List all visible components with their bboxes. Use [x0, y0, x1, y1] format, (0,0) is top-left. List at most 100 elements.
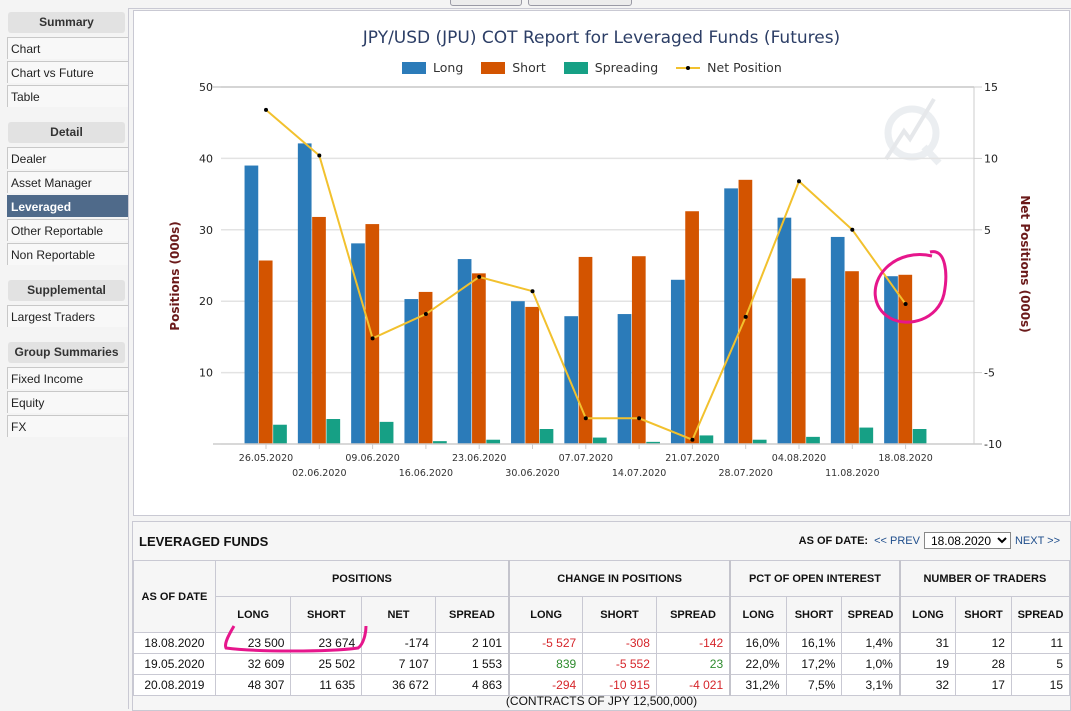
net-point-18.08.2020 [903, 302, 908, 307]
cell-net: 7 107 [361, 653, 436, 675]
bar-short-21.07.2020 [685, 211, 699, 444]
bar-long-21.07.2020 [670, 279, 685, 444]
sidebar-nav: Summary Chart Chart vs Future Table Detail De… [0, 0, 128, 437]
bar-short-30.06.2020 [525, 306, 540, 444]
legend-swatch-spreading [563, 61, 588, 74]
sidebar-item-dealer[interactable]: Dealer [7, 147, 128, 169]
sidebar-heading-supplemental: Supplemental [8, 280, 125, 301]
date-select[interactable]: 18.08.2020 [923, 532, 1011, 549]
sidebar-item-fx[interactable]: FX [7, 415, 128, 437]
y-tick-label: 50 [199, 81, 213, 94]
table-title: LEVERAGED FUNDS [139, 534, 269, 549]
net-point-09.06.2020 [370, 336, 375, 341]
header-group-pct-oi: PCT OF OPEN INTEREST [729, 560, 901, 597]
sidebar-heading-group-summaries: Group Summaries [8, 342, 125, 363]
y-tick-label: 40 [199, 152, 213, 165]
net-point-14.07.2020 [637, 416, 642, 421]
y2-axis-label: Net Positions (000s) [1018, 195, 1032, 333]
cell-date: 18.08.2020 [133, 632, 216, 654]
legend-label: Net Position [707, 60, 782, 75]
table-footnote: (CONTRACTS OF JPY 12,500,000) [505, 694, 698, 708]
bar-spreading-11.08.2020 [859, 427, 874, 444]
cell-short: 12 [955, 632, 1012, 654]
cell-spread: 5 [1010, 653, 1071, 675]
bar-spreading-26.05.2020 [273, 424, 287, 444]
table-row: 20.08.2019 48 307 11 635 36 672 4 863 -294 -10… [133, 674, 1071, 696]
bar-long-11.08.2020 [830, 236, 845, 444]
x-tick-label: 18.08.2020 [878, 453, 932, 464]
sidebar-item-chart-vs-future[interactable]: Chart vs Future [7, 61, 128, 83]
cell-spread: 15 [1010, 674, 1071, 696]
cell-long: 16,0% [729, 632, 787, 654]
bar-spreading-23.06.2020 [486, 439, 501, 444]
bar-short-14.07.2020 [631, 256, 646, 444]
toolbar-button-partial[interactable] [450, 0, 522, 6]
bar-long-16.06.2020 [404, 299, 419, 444]
bar-short-26.05.2020 [258, 260, 273, 444]
sidebar-item-largest-traders[interactable]: Largest Traders [7, 305, 128, 327]
legend-item-net-position[interactable]: Net Position [676, 60, 782, 75]
cell-long: 19 [899, 653, 957, 675]
sidebar-item-other-reportable[interactable]: Other Reportable [7, 219, 128, 241]
sidebar-item-asset-manager[interactable]: Asset Manager [7, 171, 128, 193]
y2-tick-label: 5 [984, 224, 991, 237]
sidebar-item-non-reportable[interactable]: Non Reportable [7, 243, 128, 265]
cell-date: 20.08.2019 [133, 674, 216, 696]
toolbar-button-partial[interactable] [528, 0, 632, 6]
chart-panel: JPY/USD (JPU) COT Report for Leveraged F… [133, 10, 1070, 516]
y-tick-label: 10 [199, 367, 213, 380]
cell-net: 36 672 [361, 674, 436, 696]
cell-long: 32 [899, 674, 957, 696]
legend-item-short[interactable]: Short [481, 60, 546, 75]
bar-short-16.06.2020 [418, 291, 433, 444]
sidebar-heading-summary: Summary [8, 12, 125, 33]
bar-spreading-14.07.2020 [646, 441, 660, 444]
cell-spread: 2 101 [434, 632, 511, 654]
prev-link[interactable]: << PREV [874, 534, 920, 547]
y-axis-label: Positions (000s) [168, 221, 182, 330]
cell-spread: 4 863 [434, 674, 511, 696]
table-row: 18.08.2020 23 500 23 674 -174 2 101 -5 527 -30… [133, 632, 1071, 654]
bar-spreading-16.06.2020 [433, 441, 447, 444]
net-point-21.07.2020 [690, 437, 695, 442]
x-tick-label: 28.07.2020 [718, 468, 772, 479]
header-as-of-date: AS OF DATE [133, 560, 216, 633]
header-group-change: CHANGE IN POSITIONS [508, 560, 732, 597]
x-tick-label: 21.07.2020 [665, 453, 719, 464]
bar-short-02.06.2020 [312, 216, 326, 444]
sidebar-item-table[interactable]: Table [7, 85, 128, 107]
legend-swatch-short [481, 61, 506, 74]
bar-spreading-30.06.2020 [539, 429, 554, 444]
cell-long: 32 609 [214, 653, 292, 675]
net-position-line [264, 107, 908, 442]
x-tick-label: 02.06.2020 [292, 468, 346, 479]
legend-item-long[interactable]: Long [402, 60, 463, 75]
cell-spread: 3,1% [841, 674, 901, 696]
subheader-spread: SPREAD [841, 596, 901, 633]
bar-short-23.06.2020 [472, 273, 486, 444]
subheader-spread: SPREAD [655, 596, 732, 633]
subheader-spread: SPREAD [1010, 596, 1071, 633]
cell-spread: -4 021 [655, 674, 732, 696]
subheader-short: SHORT [582, 596, 657, 633]
cell-net: -174 [361, 632, 436, 654]
sidebar-item-leveraged[interactable]: Leveraged [7, 195, 128, 217]
subheader-long: LONG [729, 596, 787, 633]
legend-swatch-long [402, 61, 426, 74]
sidebar-item-fixed-income[interactable]: Fixed Income [7, 367, 128, 389]
subheader-net: NET [361, 596, 436, 633]
cell-long: 48 307 [214, 674, 292, 696]
subheader-short: SHORT [290, 596, 363, 633]
bar-short-28.07.2020 [738, 179, 753, 444]
legend-item-spreading[interactable]: Spreading [563, 60, 658, 75]
cell-short: 23 674 [290, 632, 363, 654]
cell-spread: 1,0% [841, 653, 901, 675]
cell-long: 31,2% [729, 674, 787, 696]
net-point-16.06.2020 [423, 312, 428, 317]
cot-table: AS OF DATE POSITIONS CHANGE IN POSITIONS… [133, 560, 1071, 696]
sidebar-item-chart[interactable]: Chart [7, 37, 128, 59]
sidebar-heading-detail: Detail [8, 122, 125, 143]
chart-title: JPY/USD (JPU) COT Report for Leveraged F… [362, 28, 841, 48]
next-link[interactable]: NEXT >> [1014, 534, 1060, 547]
sidebar-item-equity[interactable]: Equity [7, 391, 128, 413]
